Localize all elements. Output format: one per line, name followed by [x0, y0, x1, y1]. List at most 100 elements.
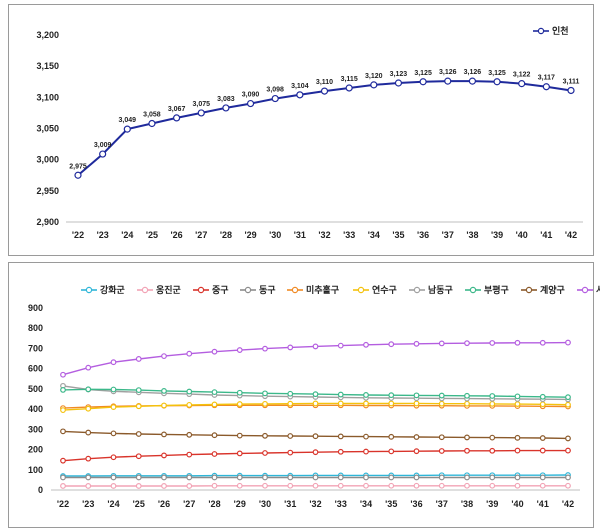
data-point — [489, 393, 496, 399]
data-point — [312, 400, 319, 407]
data-point — [60, 474, 66, 481]
data-point — [514, 434, 521, 441]
data-point — [413, 434, 420, 440]
x-tick-label: '30 — [269, 230, 281, 240]
data-label: 3,115 — [341, 76, 358, 83]
legend-item-인천: 인천 — [533, 26, 569, 36]
data-point — [135, 403, 142, 410]
data-point — [337, 474, 344, 481]
x-tick-label: '32 — [309, 499, 321, 509]
data-label: 3,110 — [316, 79, 333, 86]
data-label: 3,126 — [464, 69, 482, 76]
y-tick-label: 700 — [28, 343, 43, 353]
data-point — [262, 432, 268, 439]
data-point — [363, 448, 369, 455]
data-point — [388, 433, 395, 440]
data-point — [514, 447, 521, 454]
data-point — [262, 482, 268, 489]
data-point — [271, 94, 279, 103]
data-point — [388, 392, 395, 399]
x-tick-label: '36 — [417, 230, 429, 240]
x-tick-label: '39 — [486, 499, 498, 509]
data-point — [539, 482, 546, 489]
data-point — [514, 339, 521, 346]
data-point — [489, 447, 496, 454]
data-point — [514, 482, 521, 489]
data-point — [312, 482, 319, 489]
data-point — [60, 457, 66, 464]
data-label: 3,098 — [266, 87, 284, 94]
data-point — [464, 400, 470, 407]
data-point — [565, 339, 571, 346]
data-point — [186, 401, 193, 408]
data-point — [337, 448, 344, 455]
data-point — [135, 453, 142, 460]
population-district-chart: 0 100 200 300 400 500 600 700 800 900 '22 '23 '24 '25… — [28, 284, 600, 509]
x-tick-label: '42 — [562, 499, 574, 509]
x-tick-label: '22 — [72, 230, 84, 240]
data-label: 3,123 — [390, 71, 408, 78]
data-point — [262, 474, 268, 481]
data-point — [413, 400, 420, 407]
data-point — [186, 483, 193, 489]
data-point — [337, 433, 344, 440]
x-tick-label: '37 — [442, 230, 454, 240]
data-point — [489, 400, 496, 407]
data-point — [565, 447, 571, 454]
legend-marker — [525, 286, 533, 294]
legend-item-옹진군: 옹진군 — [137, 284, 182, 295]
data-point — [388, 482, 395, 489]
data-point — [438, 434, 445, 441]
data-point — [363, 392, 369, 398]
data-label: 3,120 — [365, 73, 383, 80]
legend-label: 미추홀구 — [306, 284, 339, 295]
population-total-chart: 2,900 2,950 3,000 3,050 3,100 3,150 3,200 '22 '2… — [36, 26, 583, 240]
legend-item-동구: 동구 — [240, 285, 276, 295]
x-tick-label: '25 — [146, 230, 158, 240]
data-point — [565, 435, 571, 442]
data-point — [464, 434, 470, 441]
data-point — [565, 474, 571, 481]
x-tick-label: '34 — [368, 230, 380, 240]
data-point — [514, 393, 521, 400]
data-point — [337, 482, 344, 489]
data-point — [539, 435, 546, 441]
data-point — [419, 78, 427, 86]
data-point — [287, 344, 294, 351]
data-point — [363, 482, 369, 489]
data-point — [370, 81, 378, 89]
y-tick-label: 900 — [28, 303, 43, 313]
data-point — [363, 433, 369, 440]
data-point — [489, 474, 496, 481]
legend-item-남동구: 남동구 — [409, 284, 453, 295]
data-point — [123, 125, 131, 133]
data-label: 2,975 — [69, 163, 87, 170]
data-point — [60, 483, 66, 489]
data-point — [110, 359, 117, 366]
data-point — [85, 405, 92, 412]
legend-item-연수구: 연수구 — [353, 285, 397, 295]
data-point — [135, 483, 142, 489]
data-point — [211, 348, 218, 355]
data-point — [438, 400, 445, 407]
data-point — [565, 401, 571, 408]
y-tick-label: 300 — [28, 424, 43, 434]
data-point — [542, 83, 550, 91]
data-point — [161, 353, 167, 360]
data-point — [186, 474, 193, 481]
x-tick-label: '22 — [57, 499, 69, 509]
data-point — [211, 474, 218, 481]
data-point — [337, 342, 344, 349]
data-point — [565, 394, 571, 401]
data-label: 3,075 — [192, 101, 210, 108]
data-point — [413, 392, 420, 399]
data-point — [236, 450, 243, 457]
data-point — [161, 388, 167, 394]
y-tick-label: 3,050 — [36, 124, 59, 134]
data-point — [438, 392, 445, 399]
legend-marker — [291, 286, 299, 294]
data-point — [287, 482, 294, 489]
data-point — [85, 455, 92, 462]
data-point — [413, 340, 420, 347]
legend-label: 남동구 — [428, 284, 453, 295]
